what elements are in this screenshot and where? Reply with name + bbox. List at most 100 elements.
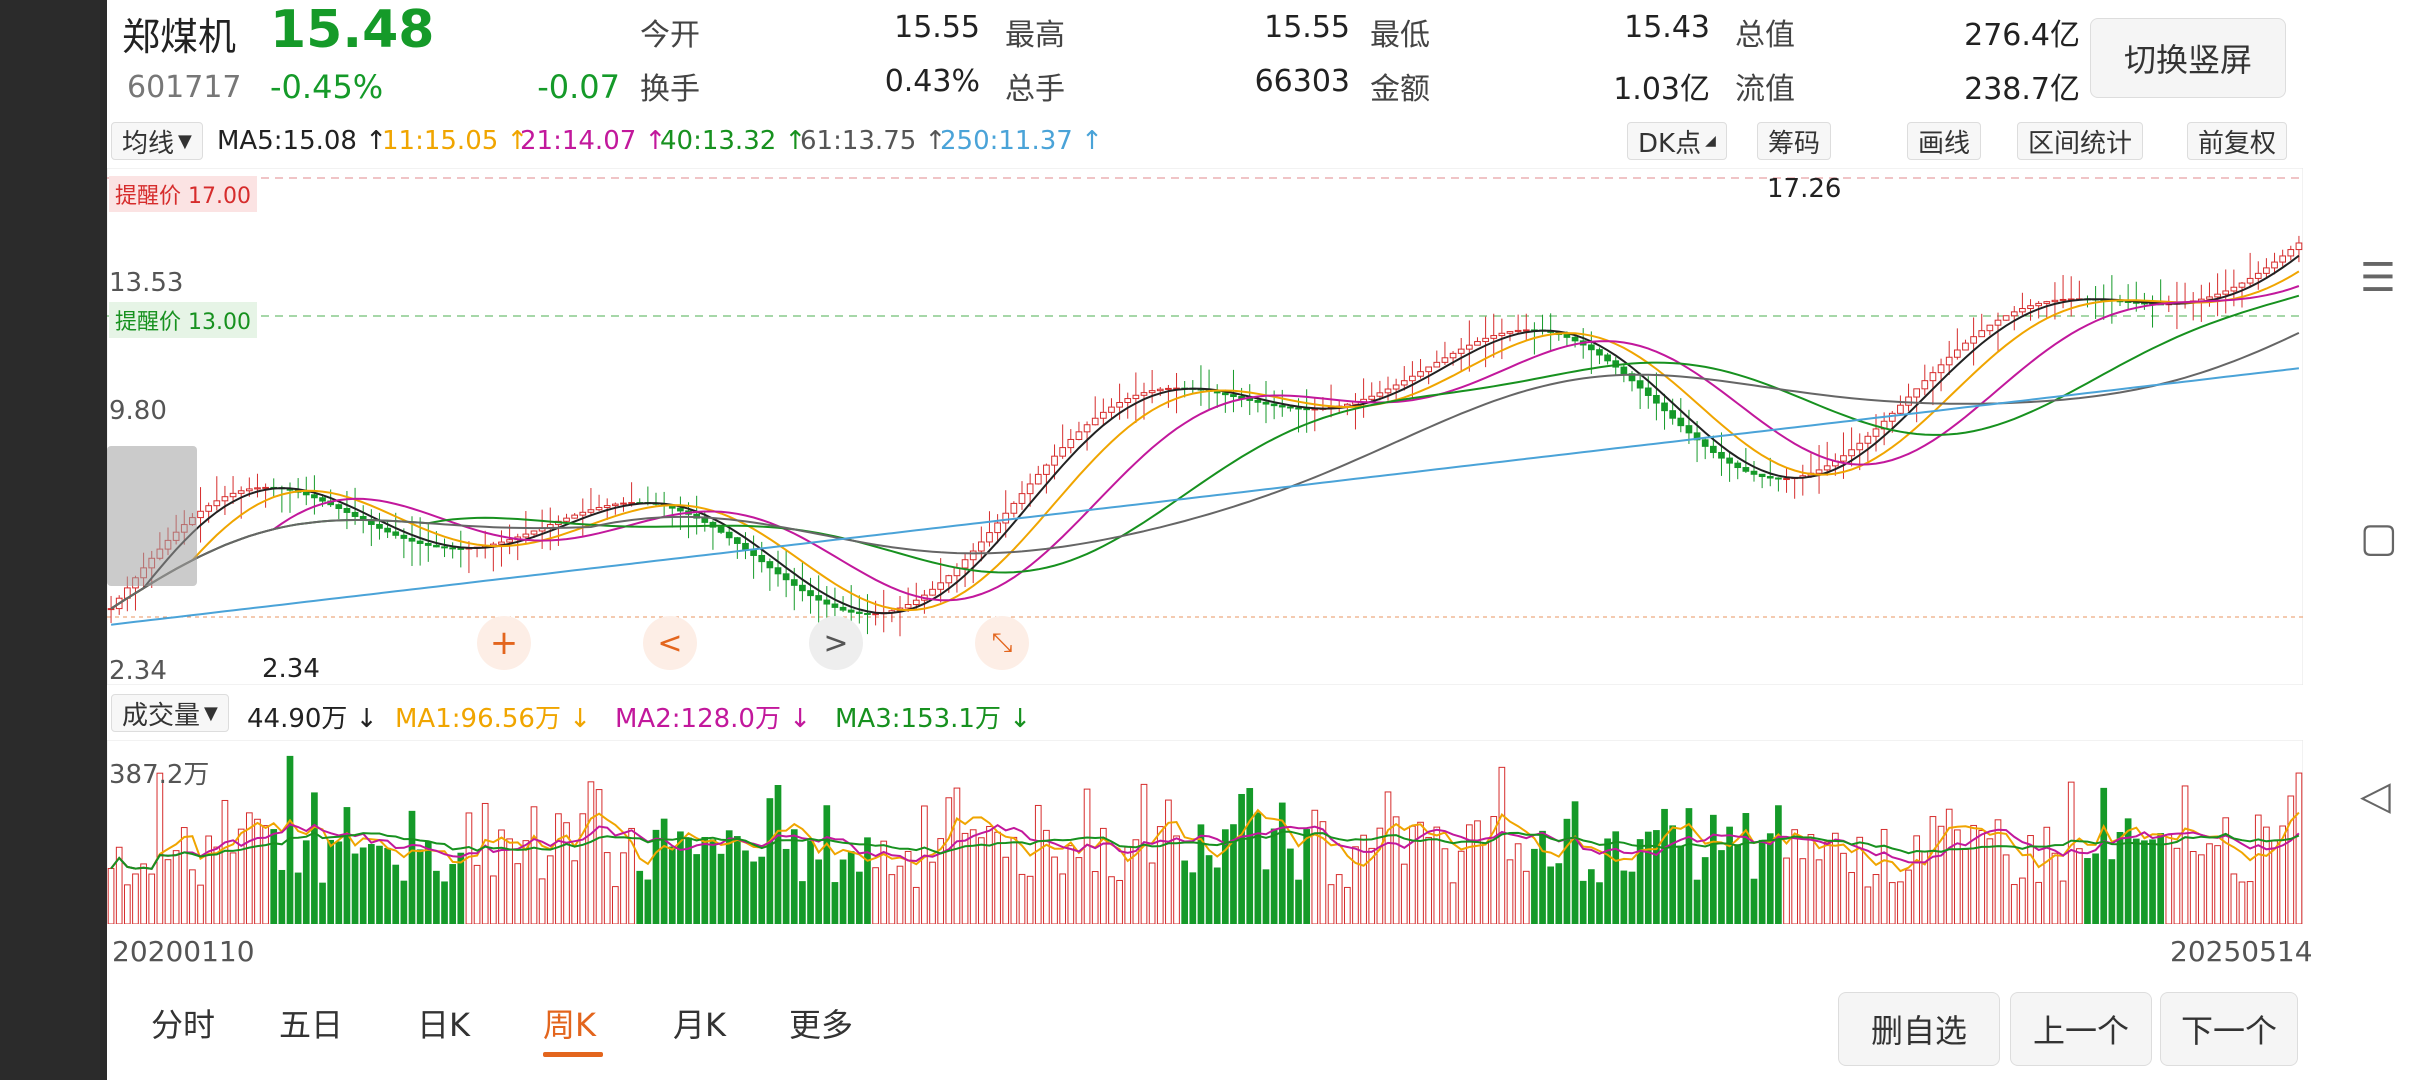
price-chart[interactable]: 提醒价 17.00 提醒价 13.00 13.53 9.80 2.34 17.2… <box>107 168 2303 686</box>
volume-bar <box>1197 824 1205 924</box>
volume-bar <box>245 812 253 924</box>
volume-bar <box>2027 835 2034 924</box>
candle-body <box>986 532 993 543</box>
candle-body <box>2222 290 2230 295</box>
candle-body <box>1742 467 1750 472</box>
volume-bar <box>278 869 286 924</box>
volume-bar <box>1295 879 1302 924</box>
volume-bar <box>579 813 587 924</box>
volume-bar <box>1287 848 1294 924</box>
volume-selector[interactable]: 成交量 ▼ <box>111 694 229 732</box>
tab-week-k[interactable]: 周K <box>543 1006 596 1044</box>
volume-bar <box>1091 871 1099 924</box>
volume-chart[interactable]: 387.2万 <box>107 740 2303 924</box>
candle-body <box>107 608 115 611</box>
previous-stock-button[interactable]: 上一个 <box>2010 992 2152 1066</box>
candle-body <box>2263 267 2270 274</box>
volume-bar <box>2295 772 2303 924</box>
candle-body <box>1465 344 1473 350</box>
tab-minute[interactable]: 分时 <box>151 1006 216 1044</box>
adjust-button[interactable]: 前复权 <box>2187 122 2288 160</box>
volume-bar <box>392 864 400 924</box>
candle-body <box>400 534 408 539</box>
tab-more[interactable]: 更多 <box>789 1006 854 1044</box>
metric-value: 66303 <box>1254 64 1350 99</box>
volume-bar <box>1490 816 1498 924</box>
dk-button[interactable]: DK点 ◢ <box>1627 122 1727 160</box>
candle-body <box>864 612 871 615</box>
candle-body <box>872 613 879 616</box>
candle-body <box>603 505 611 508</box>
prev-icon[interactable]: < <box>643 616 697 670</box>
switch-portrait-button[interactable]: 切换竖屏 <box>2090 18 2286 98</box>
tab-month-k[interactable]: 月K <box>673 1006 726 1044</box>
home-icon[interactable]: ▢ <box>2360 515 2398 561</box>
volume-bar <box>2165 834 2173 924</box>
next-stock-button[interactable]: 下一个 <box>2160 992 2298 1066</box>
volume-bar <box>156 772 164 924</box>
candle-body <box>1685 425 1693 434</box>
volume-bar <box>140 863 147 924</box>
candle-body <box>2043 301 2051 304</box>
volume-bar <box>790 829 798 924</box>
volume-bar <box>1425 836 1433 924</box>
volume-bar <box>880 840 888 924</box>
volume-bar <box>351 853 359 924</box>
volume-bar <box>1783 857 1790 924</box>
volume-bar <box>595 789 603 924</box>
candle-body <box>1409 375 1416 382</box>
volume-bar <box>1734 844 1742 924</box>
candle-body <box>563 517 570 522</box>
volume-bar <box>2051 852 2059 924</box>
volume-bar <box>1636 839 1644 924</box>
volume-bar <box>1165 799 1172 924</box>
tab-day-k[interactable]: 日K <box>417 1006 470 1044</box>
collapse-icon[interactable]: ⤡ <box>975 616 1029 670</box>
candle-body <box>433 544 440 548</box>
volume-bar <box>237 828 245 924</box>
corner-icon: ◢ <box>1705 133 1716 149</box>
candle-body <box>904 604 912 609</box>
volume-bar <box>465 812 473 924</box>
candle-body <box>912 599 920 606</box>
metric-label: 总手 <box>1005 72 1065 107</box>
candle-body <box>1498 332 1506 337</box>
drag-handle[interactable] <box>107 446 197 586</box>
volume-bar <box>2100 787 2108 924</box>
menu-icon[interactable]: ☰ <box>2360 255 2396 301</box>
volume-bar <box>441 881 448 924</box>
volume-bar <box>1620 870 1628 924</box>
volume-bar <box>1888 882 1896 924</box>
remove-watchlist-button[interactable]: 删自选 <box>1838 992 2000 1066</box>
volume-bar <box>1246 788 1254 924</box>
range-stats-button[interactable]: 区间统计 <box>2017 122 2144 160</box>
candle-body <box>1449 352 1457 359</box>
volume-bar <box>555 813 562 924</box>
candle-body <box>1913 388 1921 398</box>
candle-body <box>1986 324 1994 332</box>
metric-value: 1.03亿 <box>1613 72 1710 107</box>
volume-bar <box>2010 884 2018 924</box>
next-icon[interactable]: > <box>809 616 863 670</box>
draw-button[interactable]: 画线 <box>1907 122 1982 160</box>
ma-selector[interactable]: 均线 ▼ <box>111 122 203 160</box>
max-price-label: 17.26 <box>1767 174 1842 204</box>
tab-five-day[interactable]: 五日 <box>279 1006 344 1044</box>
candle-body <box>1815 469 1823 474</box>
chips-button[interactable]: 筹码 <box>1757 122 1832 160</box>
ma-lines-group <box>110 254 2300 626</box>
volume-bar <box>2075 848 2083 924</box>
candle-body <box>1848 449 1855 457</box>
alert-high-label: 提醒价 17.00 <box>109 176 257 212</box>
candle-body <box>1945 356 1953 366</box>
candle-body <box>701 517 709 523</box>
volume-ma-line <box>110 830 2300 870</box>
volume-bar <box>319 882 326 924</box>
volume-bar <box>1360 834 1367 924</box>
volume-bar <box>815 859 823 924</box>
volume-bar <box>148 873 156 924</box>
volume-chart-svg <box>107 740 2303 924</box>
plus-icon[interactable]: + <box>477 616 531 670</box>
back-icon[interactable]: ◁ <box>2360 773 2391 819</box>
candle-body <box>1978 330 1986 338</box>
